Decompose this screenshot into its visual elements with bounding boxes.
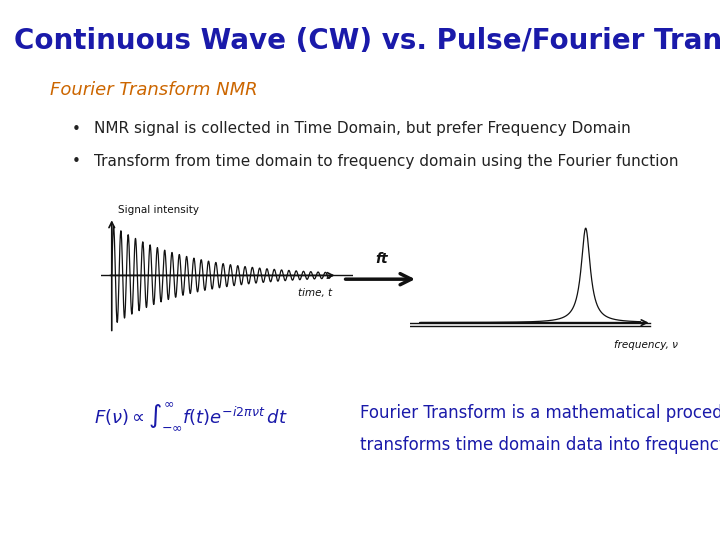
Text: •: •	[72, 122, 81, 137]
Text: NMR signal is collected in Time Domain, but prefer Frequency Domain: NMR signal is collected in Time Domain, …	[94, 122, 630, 137]
Text: time, t: time, t	[298, 288, 332, 298]
Text: Signal intensity: Signal intensity	[118, 205, 199, 215]
Text: Continuous Wave (CW) vs. Pulse/Fourier Transform: Continuous Wave (CW) vs. Pulse/Fourier T…	[14, 27, 720, 55]
Text: frequency, ν: frequency, ν	[614, 340, 678, 350]
Text: Transform from time domain to frequency domain using the Fourier function: Transform from time domain to frequency …	[94, 154, 678, 169]
Text: transforms time domain data into frequency domain: transforms time domain data into frequen…	[360, 436, 720, 455]
Text: Fourier Transform is a mathematical procedure that: Fourier Transform is a mathematical proc…	[360, 404, 720, 422]
Text: ft: ft	[375, 252, 388, 266]
Text: •: •	[72, 154, 81, 169]
Text: Fourier Transform NMR: Fourier Transform NMR	[50, 81, 258, 99]
Text: $F(\nu) \propto \int_{-\infty}^{\infty} f(t)e^{-i2\pi\nu t}\, dt$: $F(\nu) \propto \int_{-\infty}^{\infty} …	[94, 400, 287, 432]
